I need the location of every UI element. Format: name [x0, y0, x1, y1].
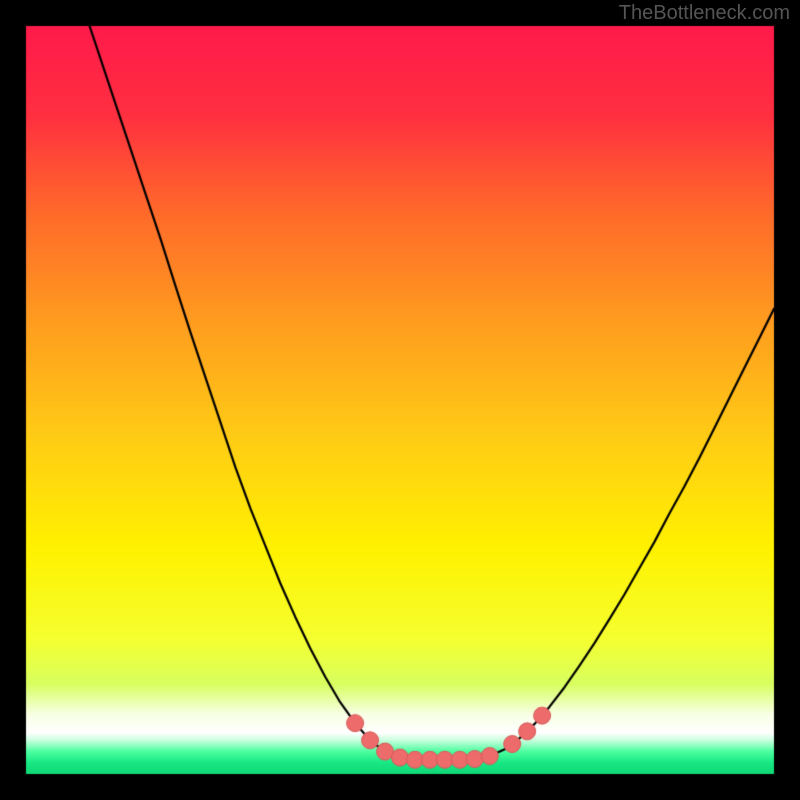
chart-stage: TheBottleneck.com — [0, 0, 800, 800]
bottleneck-curve-chart — [0, 0, 800, 800]
watermark-label: TheBottleneck.com — [619, 2, 790, 25]
